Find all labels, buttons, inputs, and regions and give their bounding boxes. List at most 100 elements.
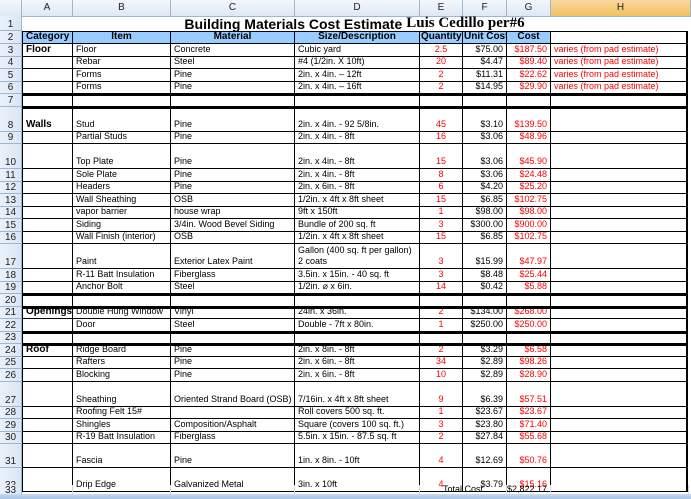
cell-size[interactable]: 2in. x 4in. - 8ft — [295, 131, 420, 144]
cell-size[interactable] — [295, 94, 420, 107]
column-header-e[interactable]: E — [420, 0, 463, 16]
cell-material[interactable]: Pine — [171, 369, 295, 382]
cell-unit[interactable] — [463, 331, 507, 344]
cell-category[interactable] — [22, 269, 73, 282]
cell-note[interactable] — [551, 206, 688, 219]
cell-item[interactable]: Anchor Bolt — [73, 281, 171, 294]
row-header[interactable]: 27 — [0, 381, 22, 407]
cell-item[interactable]: Blocking — [73, 369, 171, 382]
cell-cost[interactable] — [507, 294, 551, 307]
cell-size[interactable]: 1/2in. ⌀ x 6in. — [295, 281, 420, 294]
cell-cost[interactable]: $55.68 — [507, 431, 551, 444]
cell-qty[interactable]: 20 — [420, 56, 463, 69]
cell-material[interactable]: 3/4in. Wood Bevel Siding — [171, 219, 295, 232]
cell-cost[interactable]: $900.00 — [507, 219, 551, 232]
row-header[interactable]: 18 — [0, 269, 22, 282]
cell-note[interactable] — [551, 468, 688, 492]
cell-material[interactable]: Pine — [171, 81, 295, 94]
cell-qty[interactable] — [420, 94, 463, 107]
cell-material[interactable]: Concrete — [171, 44, 295, 57]
row-header[interactable]: 15 — [0, 219, 22, 232]
cell-size[interactable]: 5.5in. x 15in. - 87.5 sq. ft — [295, 431, 420, 444]
cell-unit[interactable]: $14.95 — [463, 81, 507, 94]
cell-size[interactable]: 2in. x 4in. – 16ft — [295, 81, 420, 94]
cell-cost[interactable]: $25.44 — [507, 269, 551, 282]
cell-note[interactable] — [551, 381, 688, 407]
cell-note[interactable] — [551, 194, 688, 207]
cell-cost[interactable]: $268.00 — [507, 306, 551, 319]
cell-material[interactable]: Galvanized Metal — [171, 468, 295, 492]
cell-item[interactable]: R-11 Batt Insulation — [73, 269, 171, 282]
cell-material[interactable]: Pine — [171, 144, 295, 169]
cell-material[interactable]: Fiberglass — [171, 269, 295, 282]
cell-qty[interactable]: 45 — [420, 106, 463, 132]
column-header-c[interactable]: C — [171, 0, 295, 16]
cell-unit[interactable]: $2.89 — [463, 356, 507, 369]
cell-size[interactable]: Gallon (400 sq. ft per gallon) 2 coats — [295, 244, 420, 269]
cell-material[interactable]: Pine — [171, 131, 295, 144]
cell-category[interactable] — [22, 444, 73, 468]
cell-size[interactable]: 7/16in. x 4ft x 8ft sheet — [295, 381, 420, 407]
cell-material[interactable]: Composition/Asphalt — [171, 419, 295, 432]
cell-unit[interactable]: $23.67 — [463, 406, 507, 419]
cell-cost[interactable]: $5.88 — [507, 281, 551, 294]
cell-unit[interactable]: $11.31 — [463, 69, 507, 82]
cell-cost[interactable]: $15.16 — [507, 468, 551, 492]
cell-note[interactable] — [551, 431, 688, 444]
cell-unit[interactable]: $4.47 — [463, 56, 507, 69]
row-header[interactable]: 8 — [0, 106, 22, 132]
cell-size[interactable]: 9ft x 150ft — [295, 206, 420, 219]
cell-item[interactable] — [73, 331, 171, 344]
cell-size[interactable]: 2in. x 4in. - 8ft — [295, 144, 420, 169]
cell-size[interactable]: 3.5in. x 15in. - 40 sq. ft — [295, 269, 420, 282]
cell-cost[interactable]: $102.75 — [507, 231, 551, 244]
cell-item[interactable]: Rafters — [73, 356, 171, 369]
cell-cost[interactable]: $102.75 — [507, 194, 551, 207]
cell-material[interactable]: Pine — [171, 169, 295, 182]
cell-item[interactable]: Stud — [73, 106, 171, 132]
cell-cost[interactable]: $71.40 — [507, 419, 551, 432]
cell-size[interactable]: Double - 7ft x 80in. — [295, 319, 420, 332]
cell-qty[interactable]: 1 — [420, 406, 463, 419]
cell-unit[interactable]: $27.84 — [463, 431, 507, 444]
cell-qty[interactable]: 1 — [420, 206, 463, 219]
cell-qty[interactable]: 1 — [420, 319, 463, 332]
cell-qty[interactable]: 15 — [420, 194, 463, 207]
cell-category[interactable] — [22, 381, 73, 407]
column-header-b[interactable]: B — [73, 0, 171, 16]
cell-size[interactable]: 2in. x 4in. - 8ft — [295, 169, 420, 182]
cell-category[interactable] — [22, 94, 73, 107]
cell-cost[interactable]: $139.50 — [507, 106, 551, 132]
sheet-title[interactable]: Building Materials Cost Estimate Luis Ce… — [22, 15, 687, 32]
cell-unit[interactable]: $15.99 — [463, 244, 507, 269]
cell-material[interactable]: Pine — [171, 181, 295, 194]
cell-category[interactable] — [22, 231, 73, 244]
row-header[interactable]: 2 — [0, 31, 22, 44]
cell-unit[interactable] — [463, 94, 507, 107]
cell-category[interactable]: Roof — [22, 344, 73, 357]
cell-qty[interactable]: 2 — [420, 344, 463, 357]
cell-cost[interactable]: $98.26 — [507, 356, 551, 369]
cell-item[interactable]: Top Plate — [73, 144, 171, 169]
cell-category[interactable] — [22, 406, 73, 419]
cell-unit[interactable]: $3.06 — [463, 169, 507, 182]
horizontal-scrollbar[interactable] — [0, 494, 691, 499]
cell-unit[interactable]: $3.79 — [463, 468, 507, 492]
cell-material[interactable]: Pine — [171, 356, 295, 369]
cell-unit[interactable]: $6.39 — [463, 381, 507, 407]
cell-qty[interactable]: 16 — [420, 131, 463, 144]
cell-note[interactable] — [551, 231, 688, 244]
cell-note[interactable]: varies (from pad estimate) — [551, 81, 688, 94]
cell-unit[interactable]: $3.06 — [463, 131, 507, 144]
cell-qty[interactable]: 4 — [420, 468, 463, 492]
header-category[interactable]: Category — [22, 31, 73, 44]
cell-qty[interactable]: 2 — [420, 306, 463, 319]
row-header[interactable]: 20 — [0, 294, 22, 307]
cell-qty[interactable] — [420, 331, 463, 344]
cell-category[interactable] — [22, 206, 73, 219]
cell-category[interactable] — [22, 81, 73, 94]
cell-unit[interactable]: $98.00 — [463, 206, 507, 219]
row-header[interactable]: 9 — [0, 131, 22, 144]
cell-category[interactable] — [22, 419, 73, 432]
cell-item[interactable]: Forms — [73, 81, 171, 94]
